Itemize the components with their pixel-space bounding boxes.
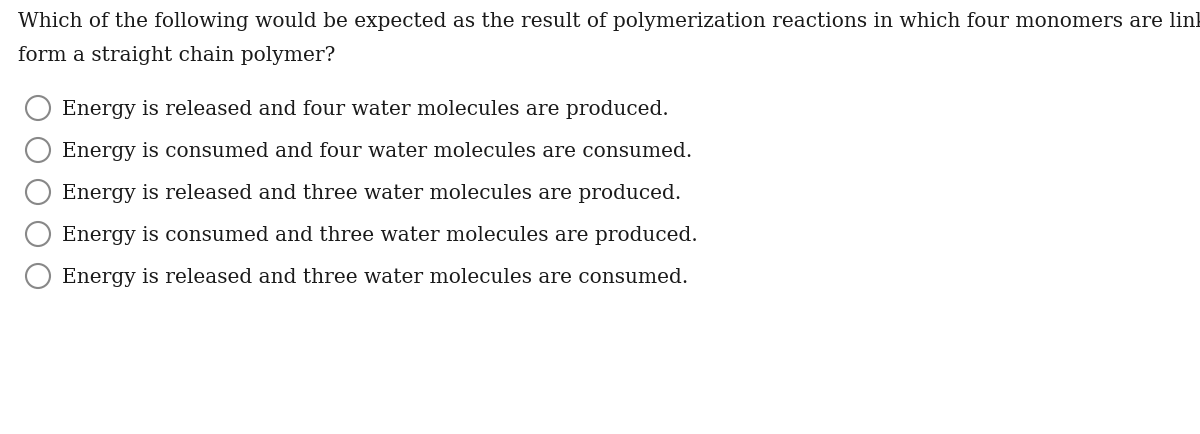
Text: Energy is released and four water molecules are produced.: Energy is released and four water molecu… bbox=[62, 100, 668, 119]
Text: Which of the following would be expected as the result of polymerization reactio: Which of the following would be expected… bbox=[18, 12, 1200, 31]
Text: Energy is released and three water molecules are consumed.: Energy is released and three water molec… bbox=[62, 268, 689, 287]
Text: form a straight chain polymer?: form a straight chain polymer? bbox=[18, 46, 335, 65]
Text: Energy is released and three water molecules are produced.: Energy is released and three water molec… bbox=[62, 184, 682, 203]
Text: Energy is consumed and three water molecules are produced.: Energy is consumed and three water molec… bbox=[62, 226, 697, 245]
Text: Energy is consumed and four water molecules are consumed.: Energy is consumed and four water molecu… bbox=[62, 142, 692, 161]
